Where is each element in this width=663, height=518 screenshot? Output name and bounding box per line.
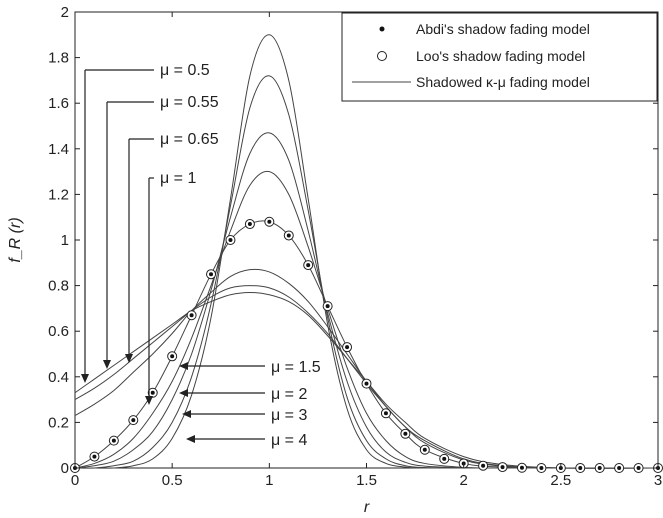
mu-left-arrowhead: [125, 354, 133, 363]
y-axis-label: f_R (r): [7, 217, 24, 262]
legend-dot-icon: [379, 26, 385, 32]
series-line-0: [74, 291, 659, 469]
y-tick-label: 2: [61, 4, 69, 21]
legend-label: Abdi's shadow fading model: [416, 21, 590, 37]
abdi-marker: [286, 233, 291, 238]
abdi-marker: [636, 466, 641, 470]
series-markers: [70, 216, 663, 473]
abdi-marker: [150, 390, 155, 395]
y-tick-label: 1.2: [48, 186, 69, 203]
mu-left-arrowhead: [103, 360, 111, 369]
abdi-marker: [422, 447, 427, 452]
legend: Abdi's shadow fading model Loo's shadow f…: [341, 12, 658, 102]
legend-label: Shadowed κ-μ fading model: [416, 74, 590, 90]
abdi-marker: [345, 345, 350, 350]
mu-right-arrowhead: [182, 410, 191, 418]
y-tick-label: 1.4: [48, 141, 69, 158]
abdi-marker: [306, 263, 311, 268]
mu-left-label: μ = 0.55: [160, 94, 219, 111]
mu-annotations: μ = 0.5 μ = 0.55 μ = 0.65 μ = 1 μ = 1.5 μ = 2…: [81, 62, 321, 449]
axis-ticks: 0 0.5 1 1.5 2 2.5 3 0 0.2 0.4 0.6 0.8 1 1.2 1.4 1.6 1.8 2: [48, 4, 662, 489]
abdi-marker: [189, 313, 194, 318]
mu-left-label: μ = 0.65: [160, 131, 219, 148]
abdi-marker: [383, 411, 388, 416]
y-tick-label: 1.6: [48, 95, 69, 112]
series-line-7: [75, 34, 658, 469]
mu-right-label: μ = 1.5: [271, 359, 321, 376]
x-axis-label: r: [364, 499, 370, 516]
abdi-marker: [403, 431, 408, 436]
mu-right-arrowhead: [186, 435, 195, 443]
abdi-marker: [519, 465, 524, 470]
abdi-marker: [111, 438, 116, 443]
x-tick-label: 0.5: [162, 472, 183, 489]
abdi-marker: [500, 465, 505, 470]
legend-label: Loo's shadow fading model: [416, 48, 585, 64]
mu-right-label: μ = 4: [271, 432, 307, 449]
mu-left-arrowhead: [81, 374, 89, 383]
y-tick-label: 1: [61, 232, 69, 249]
x-tick-label: 0: [71, 472, 79, 489]
series-line-5: [74, 132, 658, 469]
series-line-4: [74, 170, 658, 469]
x-tick-label: 1.5: [356, 472, 377, 489]
abdi-marker: [228, 238, 233, 242]
x-tick-label: 2: [459, 472, 467, 489]
x-tick-label: 1: [265, 472, 273, 489]
y-tick-label: 0.6: [48, 323, 69, 340]
mu-right-label: μ = 2: [271, 386, 307, 403]
abdi-marker: [325, 304, 330, 309]
abdi-marker: [131, 418, 136, 423]
mu-left-arrowhead: [145, 396, 153, 405]
y-tick-label: 0.2: [48, 414, 69, 431]
abdi-marker: [617, 466, 622, 470]
mu-right-label: μ = 3: [271, 407, 307, 424]
abdi-marker: [92, 454, 97, 459]
legend-box: [341, 12, 658, 102]
x-tick-label: 2.5: [550, 472, 571, 489]
abdi-marker: [539, 466, 544, 470]
y-tick-label: 0: [61, 460, 69, 477]
abdi-marker: [247, 222, 252, 227]
y-tick-label: 1.8: [48, 50, 69, 67]
series-line-2: [74, 268, 659, 469]
abdi-marker: [578, 466, 583, 470]
y-tick-label: 0.4: [48, 369, 69, 386]
series-line-1: [74, 285, 659, 469]
y-tick-label: 0.8: [48, 278, 69, 295]
mu-right-arrowhead: [179, 389, 188, 397]
mu-left-label: μ = 1: [160, 170, 196, 187]
abdi-marker: [597, 466, 602, 470]
abdi-marker: [364, 381, 369, 386]
x-tick-label: 3: [654, 472, 662, 489]
abdi-marker: [481, 463, 486, 468]
abdi-marker: [267, 219, 272, 224]
mu-right-arrowhead: [179, 362, 188, 370]
legend-circle-icon: [377, 51, 387, 61]
abdi-marker: [170, 354, 175, 359]
mu-left-label: μ = 0.5: [160, 62, 210, 79]
abdi-marker: [442, 456, 447, 461]
abdi-marker: [209, 272, 214, 277]
